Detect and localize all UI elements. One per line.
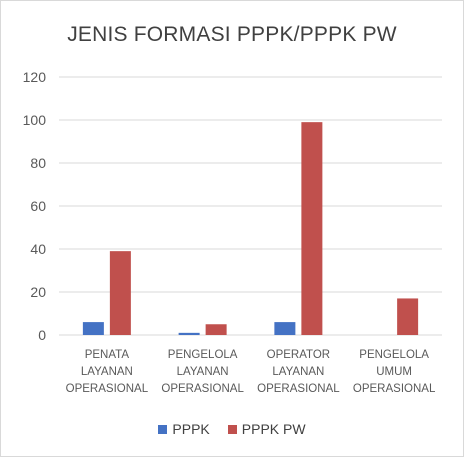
bar-pppk-pw bbox=[301, 122, 323, 336]
bar-pppk bbox=[178, 332, 200, 335]
y-tick-label: 120 bbox=[23, 69, 47, 85]
x-tick-label: OPERASIONAL bbox=[257, 383, 340, 395]
y-tick-label: 20 bbox=[30, 284, 46, 300]
y-tick-label: 80 bbox=[30, 155, 46, 171]
bar-pppk-pw bbox=[205, 324, 227, 335]
bar-pppk bbox=[82, 322, 104, 335]
y-tick-label: 40 bbox=[30, 241, 46, 257]
x-tick-label: PENATA bbox=[85, 349, 130, 361]
y-tick-label: 60 bbox=[30, 198, 46, 214]
x-tick-label: LAYANAN bbox=[177, 366, 229, 378]
bar-pppk bbox=[274, 322, 296, 335]
legend-swatch-pppk-pw bbox=[227, 424, 237, 434]
legend-item-pppk-pw: PPPK PW bbox=[227, 421, 306, 437]
bar-pppk-pw bbox=[109, 251, 131, 335]
x-tick-label: PENGELOLA bbox=[168, 349, 238, 361]
x-tick-label: LAYANAN bbox=[272, 366, 324, 378]
bar-pppk-pw bbox=[397, 298, 419, 335]
legend-swatch-pppk bbox=[158, 424, 168, 434]
y-tick-label: 0 bbox=[38, 327, 46, 343]
legend-label-pppk-pw: PPPK PW bbox=[241, 421, 306, 437]
chart-title: JENIS FORMASI PPPK/PPPK PW bbox=[67, 23, 397, 46]
y-tick-label: 100 bbox=[23, 112, 47, 128]
x-tick-label: OPERASIONAL bbox=[161, 383, 244, 395]
chart-plot: 0 20 40 60 80 100 120 PENATA LAYANAN OPERASIONAL P… bbox=[23, 69, 442, 395]
x-tick-label: LAYANAN bbox=[81, 366, 133, 378]
x-tick-label: OPERATOR bbox=[267, 349, 330, 361]
x-tick-label: OPERASIONAL bbox=[66, 383, 149, 395]
chart-legend: PPPK PPPK PW bbox=[1, 421, 463, 437]
x-tick-label: PENGELOLA bbox=[359, 349, 429, 361]
legend-label-pppk: PPPK bbox=[172, 421, 210, 437]
x-tick-label: UMUM bbox=[376, 366, 412, 378]
x-tick-label: OPERASIONAL bbox=[353, 383, 436, 395]
legend-item-pppk: PPPK bbox=[158, 421, 210, 437]
